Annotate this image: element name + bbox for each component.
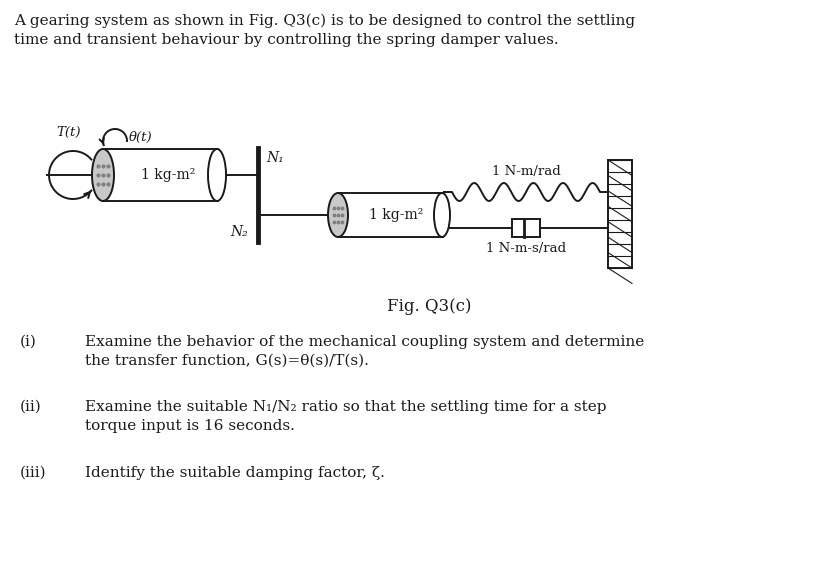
Text: the transfer function, G(s)=θ(s)/T(s).: the transfer function, G(s)=θ(s)/T(s).	[85, 354, 369, 368]
Text: (ii): (ii)	[20, 400, 42, 414]
Ellipse shape	[328, 193, 348, 237]
Text: (iii): (iii)	[20, 466, 47, 480]
Bar	[338, 193, 443, 237]
Bar	[103, 149, 218, 201]
Text: A gearing system as shown in Fig. Q3(c) is to be designed to control the settlin: A gearing system as shown in Fig. Q3(c) …	[14, 14, 635, 28]
Bar	[512, 219, 540, 237]
Text: Fig. Q3(c): Fig. Q3(c)	[387, 298, 471, 315]
Text: 1 kg-m²: 1 kg-m²	[369, 208, 423, 222]
Text: 1 kg-m²: 1 kg-m²	[141, 168, 195, 182]
Text: Examine the suitable N₁/N₂ ratio so that the settling time for a step: Examine the suitable N₁/N₂ ratio so that…	[85, 400, 607, 414]
Text: N₁: N₁	[266, 151, 284, 165]
Ellipse shape	[92, 149, 114, 201]
Text: Examine the behavior of the mechanical coupling system and determine: Examine the behavior of the mechanical c…	[85, 335, 644, 349]
Text: torque input is 16 seconds.: torque input is 16 seconds.	[85, 419, 295, 433]
Text: 1 N-m-s/rad: 1 N-m-s/rad	[486, 242, 566, 255]
Ellipse shape	[434, 193, 450, 237]
Ellipse shape	[208, 149, 226, 201]
Bar	[608, 160, 632, 268]
Text: Identify the suitable damping factor, ζ.: Identify the suitable damping factor, ζ.	[85, 466, 385, 480]
Text: θ(t): θ(t)	[129, 130, 153, 143]
Text: 1 N-m/rad: 1 N-m/rad	[492, 165, 561, 178]
Text: T(t): T(t)	[57, 126, 81, 139]
Text: N₂: N₂	[230, 225, 248, 239]
Text: (i): (i)	[20, 335, 37, 349]
Text: time and transient behaviour by controlling the spring damper values.: time and transient behaviour by controll…	[14, 33, 559, 47]
